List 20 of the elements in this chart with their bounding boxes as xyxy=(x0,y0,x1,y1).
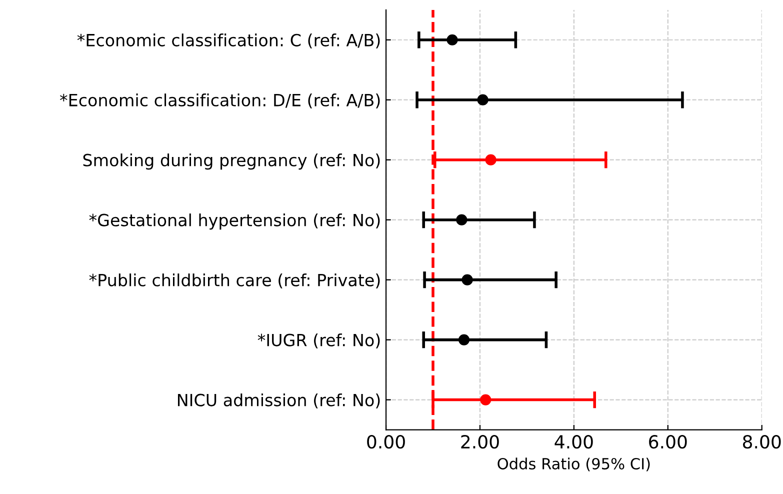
point xyxy=(480,394,492,406)
y-tick-label: *Economic classification: D/E (ref: A/B) xyxy=(60,94,380,108)
point xyxy=(477,94,488,106)
x-tick-label: 0.00 xyxy=(367,434,405,449)
point xyxy=(462,274,473,286)
y-tick-label: *IUGR (ref: No) xyxy=(258,333,380,348)
x-axis-title: Odds Ratio (95% CI) xyxy=(498,458,650,472)
point xyxy=(458,334,470,346)
x-tick-label: 4.00 xyxy=(554,434,593,449)
x-tick-label: 6.00 xyxy=(649,434,687,449)
y-tick-label: *Public childbirth care (ref: Private) xyxy=(89,273,380,288)
x-tick-label: 2.00 xyxy=(461,434,499,449)
y-tick-label: *Gestational hypertension (ref: No) xyxy=(89,214,380,230)
point xyxy=(456,214,468,226)
y-tick-label: NICU admission (ref: No) xyxy=(178,393,380,408)
y-tick-label: Smoking during pregnancy (ref: No) xyxy=(83,154,380,170)
y-tick-label: *Economic classification: C (ref: A/B) xyxy=(77,34,380,48)
point xyxy=(446,34,458,46)
point xyxy=(485,154,496,166)
x-tick-label: 8.00 xyxy=(742,434,781,449)
